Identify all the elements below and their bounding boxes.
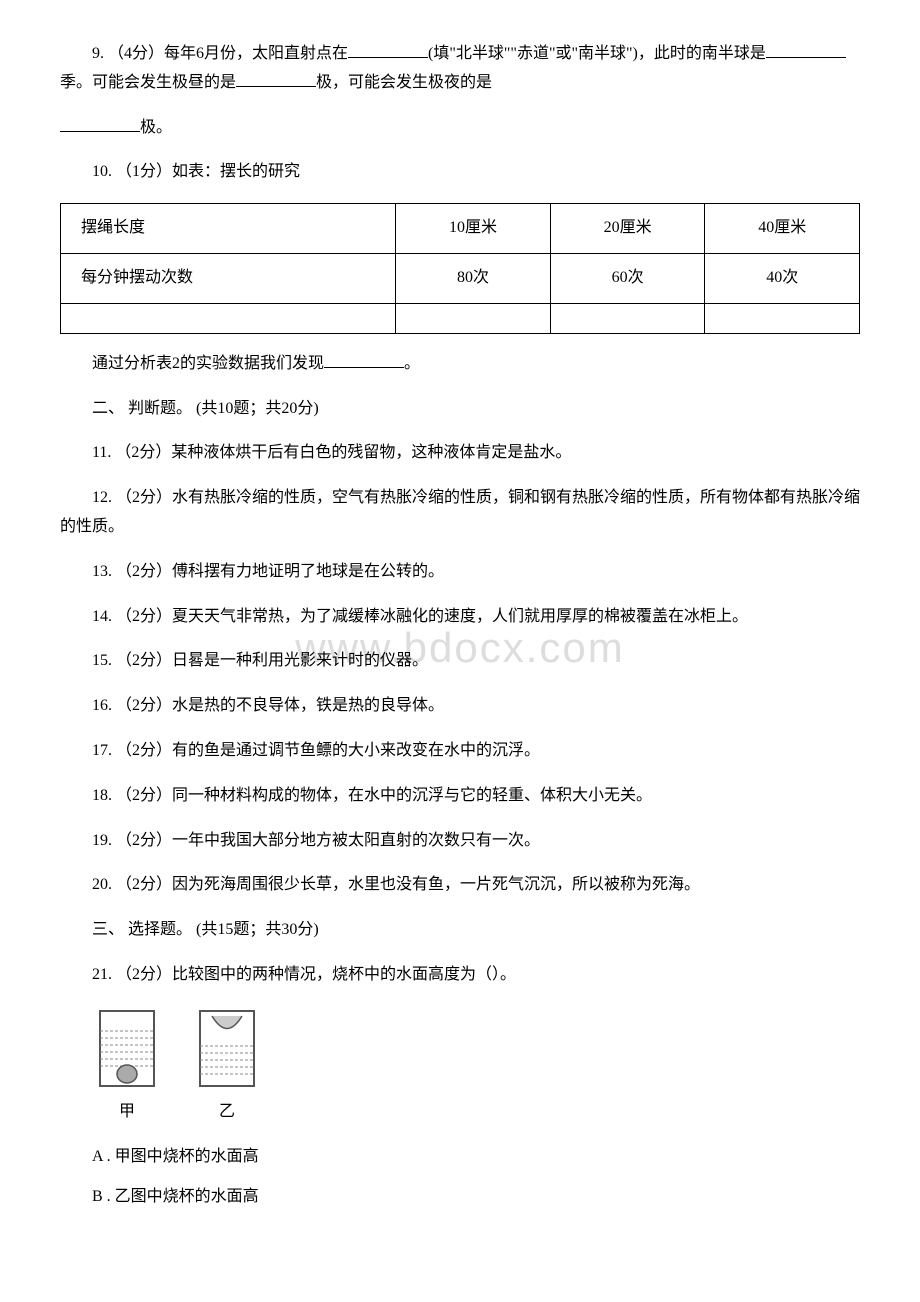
q9-blank-4 xyxy=(60,116,140,132)
q9-blank-1 xyxy=(348,42,428,58)
question-9-cont: 极。 xyxy=(60,114,860,143)
section-3-heading: 三、 选择题。 (共15题；共30分) xyxy=(60,916,860,945)
question-11: 11. （2分）某种液体烘干后有白色的残留物，这种液体肯定是盐水。 xyxy=(60,439,860,468)
table-cell xyxy=(705,303,860,333)
q10-after: 通过分析表2的实验数据我们发现 。 xyxy=(60,350,860,379)
question-18: 18. （2分）同一种材料构成的物体，在水中的沉浮与它的轻重、体积大小无关。 xyxy=(60,782,860,811)
q10-after-suffix: 。 xyxy=(404,355,420,372)
table-cell xyxy=(61,303,396,333)
beaker-a-wrap: 甲 xyxy=(92,1006,162,1127)
table-cell: 10厘米 xyxy=(396,204,551,254)
table-cell: 摆绳长度 xyxy=(61,204,396,254)
beaker-a-label: 甲 xyxy=(119,1098,135,1127)
question-20: 20. （2分）因为死海周围很少长草，水里也没有鱼，一片死气沉沉，所以被称为死海… xyxy=(60,871,860,900)
question-9: 9. （4分）每年6月份，太阳直射点在 (填"北半球""赤道"或"南半球")，此时… xyxy=(60,40,860,98)
question-21: 21. （2分）比较图中的两种情况，烧杯中的水面高度为（）。 xyxy=(60,961,860,990)
q9-mid3: 极，可能会发生极夜的是 xyxy=(316,74,492,91)
q9-prefix: 9. （4分）每年6月份，太阳直射点在 xyxy=(92,45,348,62)
q10-blank xyxy=(324,352,404,368)
beaker-b-icon xyxy=(192,1006,262,1096)
q21-diagram-row: 甲 乙 xyxy=(92,1006,860,1127)
table-cell xyxy=(396,303,551,333)
section-2-heading: 二、 判断题。 (共10题；共20分) xyxy=(60,395,860,424)
question-12: 12. （2分）水有热胀冷缩的性质，空气有热胀冷缩的性质，铜和钢有热胀冷缩的性质… xyxy=(60,484,860,542)
table-cell: 80次 xyxy=(396,253,551,303)
beaker-a-icon xyxy=(92,1006,162,1096)
question-14: 14. （2分）夏天天气非常热，为了减缓棒冰融化的速度，人们就用厚厚的棉被覆盖在… xyxy=(60,603,860,632)
q9-mid2: 季。可能会发生极昼的是 xyxy=(60,74,236,91)
q9-blank-2 xyxy=(766,42,846,58)
table-cell: 60次 xyxy=(550,253,705,303)
q9-mid1: (填"北半球""赤道"或"南半球")，此时的南半球是 xyxy=(428,45,766,62)
table-row: 每分钟摆动次数 80次 60次 40次 xyxy=(61,253,860,303)
table-cell: 40厘米 xyxy=(705,204,860,254)
table-cell xyxy=(550,303,705,333)
q21-option-a: A . 甲图中烧杯的水面高 xyxy=(60,1143,860,1172)
table-cell: 40次 xyxy=(705,253,860,303)
table-row xyxy=(61,303,860,333)
q10-table: 摆绳长度 10厘米 20厘米 40厘米 每分钟摆动次数 80次 60次 40次 xyxy=(60,203,860,334)
q9-suffix: 极。 xyxy=(140,119,172,136)
q21-option-b: B . 乙图中烧杯的水面高 xyxy=(60,1183,860,1212)
question-16: 16. （2分）水是热的不良导体，铁是热的良导体。 xyxy=(60,692,860,721)
question-10: 10. （1分）如表：摆长的研究 xyxy=(60,158,860,187)
beaker-b-label: 乙 xyxy=(219,1098,235,1127)
question-13: 13. （2分）傅科摆有力地证明了地球是在公转的。 xyxy=(60,558,860,587)
table-cell: 每分钟摆动次数 xyxy=(61,253,396,303)
table-row: 摆绳长度 10厘米 20厘米 40厘米 xyxy=(61,204,860,254)
question-19: 19. （2分）一年中我国大部分地方被太阳直射的次数只有一次。 xyxy=(60,827,860,856)
q9-blank-3 xyxy=(236,71,316,87)
question-17: 17. （2分）有的鱼是通过调节鱼鳔的大小来改变在水中的沉浮。 xyxy=(60,737,860,766)
q10-after-text: 通过分析表2的实验数据我们发现 xyxy=(92,355,324,372)
beaker-b-wrap: 乙 xyxy=(192,1006,262,1127)
table-cell: 20厘米 xyxy=(550,204,705,254)
question-15: 15. （2分）日晷是一种利用光影来计时的仪器。 xyxy=(60,647,860,676)
